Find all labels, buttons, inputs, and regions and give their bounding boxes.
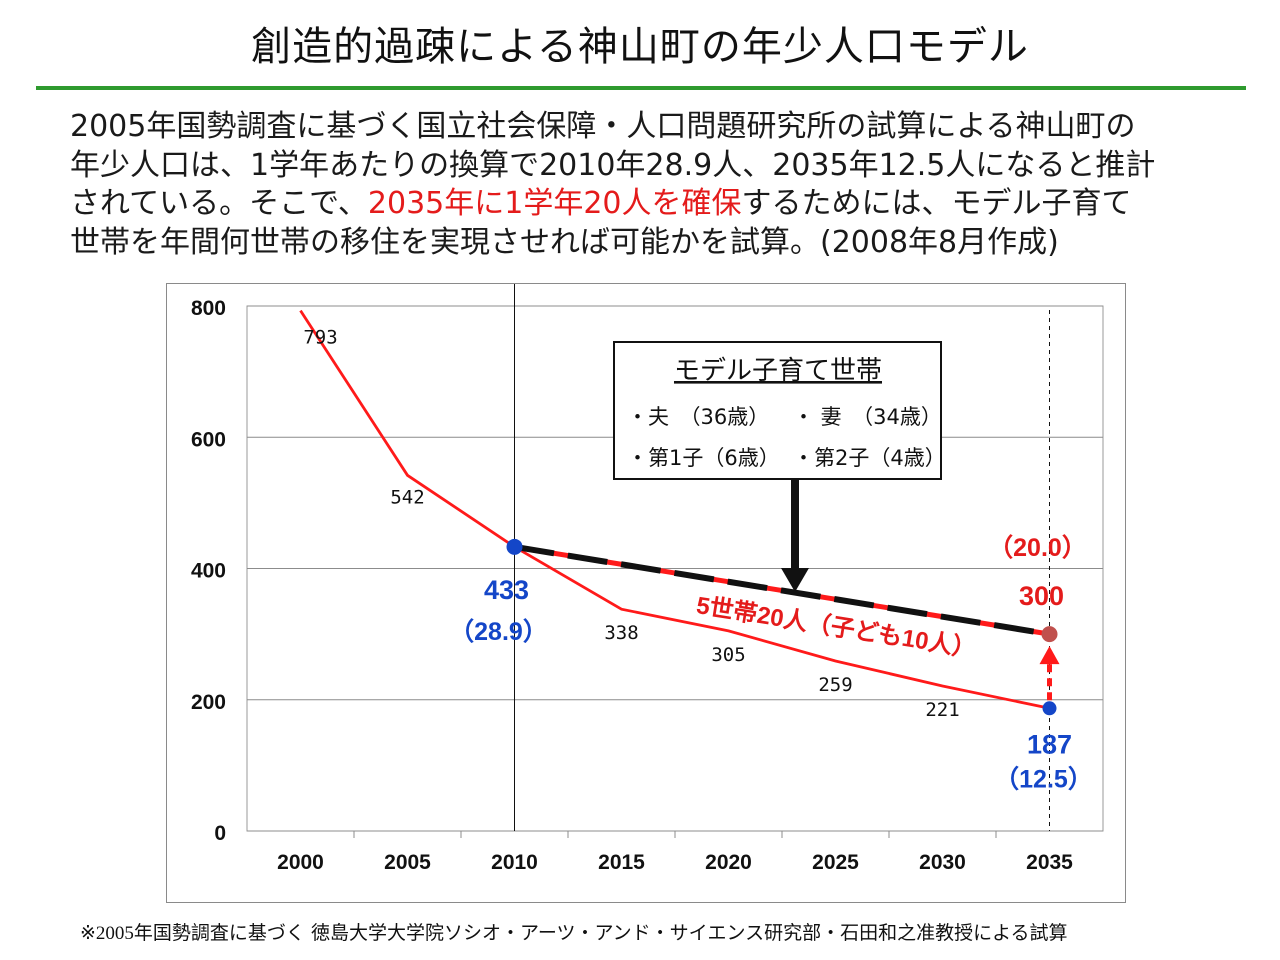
intro-text: されている。そこで、 <box>70 186 368 221</box>
model-household-box <box>613 341 942 480</box>
footnote-mark: ※2005 <box>80 923 134 944</box>
data-label: 221 <box>925 699 959 721</box>
intro-line: 世帯を年間何世帯の移住を実現させれば可能かを試算。(2008年8月作成) <box>70 224 1059 260</box>
model-box-item: ・第1子（6歳） <box>627 446 780 470</box>
highlight-value-2010: 433 <box>484 575 529 605</box>
x-tick-label: 2000 <box>277 851 324 874</box>
population-line-chart: 0 200 400 600 800 2000 2005 2010 2015 2020 2025 203… <box>191 284 1104 874</box>
x-tick-label: 2030 <box>919 851 966 874</box>
highlight-point-2010 <box>506 538 523 555</box>
data-label: 305 <box>711 644 745 666</box>
x-tick-label: 2010 <box>491 851 538 874</box>
callout-arrow-head <box>781 568 809 592</box>
series-line-model <box>514 543 1050 638</box>
model-box-item: ・第2子（4歳） <box>793 446 946 470</box>
data-label: 793 <box>303 327 337 349</box>
data-label: 259 <box>818 674 852 696</box>
highlight-point-2035-projection <box>1042 701 1057 716</box>
footnote: ※2005年国勢調査に基づく 徳島大学大学院ソシオ・アーツ・アンド・サイエンス研… <box>80 918 1230 945</box>
increase-arrow-head <box>1039 646 1060 665</box>
page-title: 創造的過疎による神山町の年少人口モデル <box>251 24 1029 70</box>
highlight-point-2035-model <box>1041 626 1058 643</box>
model-box-title: モデル子育て世帯 <box>674 356 882 386</box>
intro-line: 年少人口は、1学年あたりの換算で2010年28.9人、2035年12.5人になる… <box>70 147 1156 183</box>
x-tick-label: 2015 <box>598 851 645 874</box>
intro-highlight: 2035年に1学年20人を確保 <box>367 186 742 221</box>
model-box-item: ・ 妻 （34歳） <box>793 405 942 429</box>
x-tick-label: 2025 <box>812 851 859 874</box>
chart-frame: 0 200 400 600 800 2000 2005 2010 2015 2020 2025 203… <box>166 283 1126 903</box>
y-tick-label: 800 <box>191 297 226 320</box>
highlight-sublabel-2035-model: （20.0） <box>988 533 1087 562</box>
title-divider <box>36 86 1246 90</box>
x-tick-label: 2005 <box>384 851 431 874</box>
intro-line: 2005年国勢調査に基づく国立社会保障・人口問題研究所の試算による神山町の <box>70 109 1136 144</box>
highlight-value-2035-model: 300 <box>1019 581 1064 611</box>
y-tick-label: 400 <box>191 560 226 583</box>
intro-paragraph: 2005年国勢調査に基づく国立社会保障・人口問題研究所の試算による神山町の 年少… <box>70 108 1240 262</box>
highlight-sublabel-2035-projection: （12.5） <box>994 764 1093 793</box>
x-tick-label: 2035 <box>1026 851 1073 874</box>
footnote-text: 年国勢調査に基づく 徳島大学大学院ソシオ・アーツ・アンド・サイエンス研究部・石田… <box>133 922 1068 944</box>
y-tick-label: 200 <box>191 691 226 714</box>
y-tick-label: 0 <box>214 822 226 845</box>
series-line-projection <box>299 309 1050 710</box>
data-label: 542 <box>390 486 424 508</box>
x-tick-label: 2020 <box>705 851 752 874</box>
intro-line: されている。そこで、2035年に1学年20人を確保するためには、モデル子育て <box>70 185 1240 224</box>
model-box-item: ・夫 （36歳） <box>627 405 769 429</box>
data-label: 338 <box>604 622 638 644</box>
highlight-sublabel-2010: （28.9） <box>449 617 548 646</box>
intro-text: するためには、モデル子育て <box>741 186 1132 221</box>
y-tick-label: 600 <box>191 428 226 451</box>
highlight-value-2035-projection: 187 <box>1027 729 1072 759</box>
